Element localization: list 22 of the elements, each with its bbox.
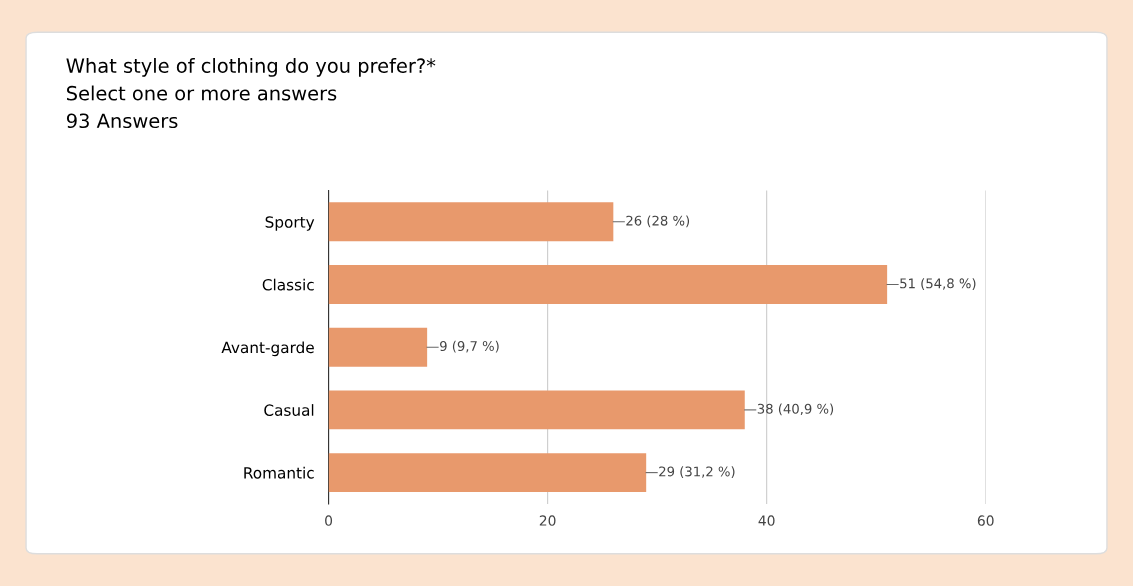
data-label: 38 (40,9 %) (757, 403, 834, 416)
bar (328, 453, 647, 493)
y-tick-label: Avant-garde (221, 341, 314, 357)
y-tick-label: Romantic (244, 466, 314, 479)
x-tick-label: 20 (539, 515, 556, 526)
text: 93 Answers (66, 113, 178, 129)
data-label: 9 (9,7 %) (440, 340, 499, 353)
bar (328, 265, 888, 304)
y-tick-label: Classic (262, 278, 314, 291)
x-tick-label: 60 (977, 515, 994, 526)
bar (328, 390, 745, 430)
chart-subtitle: Select one or more answers (67, 85, 337, 101)
x-tick-label: 40 (758, 515, 775, 526)
bar (328, 327, 428, 367)
data-label: 51 (54,8 %) (900, 278, 976, 290)
chart-title: What style of clothing do you prefer?* (66, 57, 436, 77)
y-tick-label: Casual (264, 404, 314, 416)
x-tick-label: 0 (325, 515, 333, 526)
data-label: 29 (31,2 %) (659, 466, 735, 478)
y-tick-label: Sporty (265, 216, 315, 231)
bar (328, 202, 614, 242)
data-label: 26 (28 %) (626, 215, 690, 228)
